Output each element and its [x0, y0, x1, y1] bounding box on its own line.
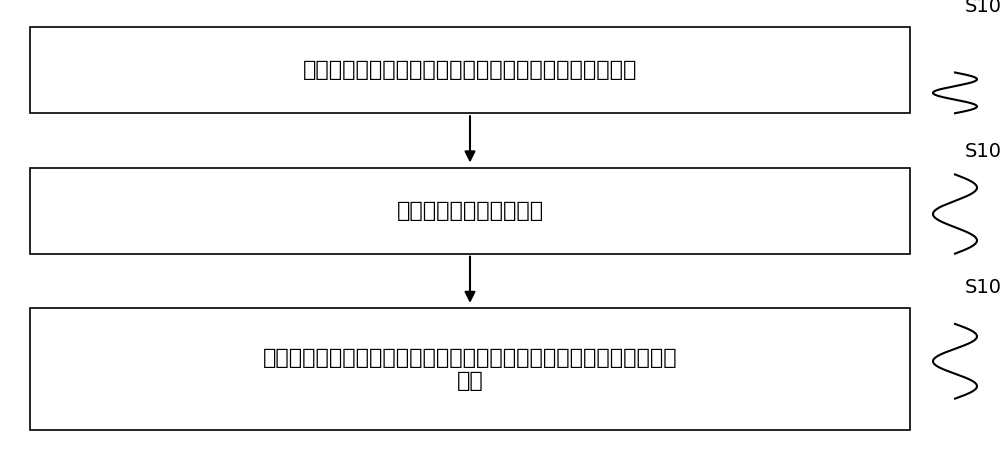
- Text: 根据鼠标位置信息确定当前银行交易终端的柜面交易窗口: 根据鼠标位置信息确定当前银行交易终端的柜面交易窗口: [303, 60, 637, 80]
- Text: S103: S103: [965, 278, 1000, 297]
- Text: S102: S102: [965, 142, 1000, 161]
- Bar: [30, 308, 910, 430]
- Text: S101: S101: [965, 0, 1000, 16]
- Bar: [30, 27, 910, 113]
- Bar: [30, 168, 910, 254]
- Text: 根据确定的柜面交易窗口和获取的测试数据执行银行柜面交易的自动化
测试: 根据确定的柜面交易窗口和获取的测试数据执行银行柜面交易的自动化 测试: [263, 347, 677, 391]
- Text: 获取预先存储的测试数据: 获取预先存储的测试数据: [396, 201, 544, 221]
